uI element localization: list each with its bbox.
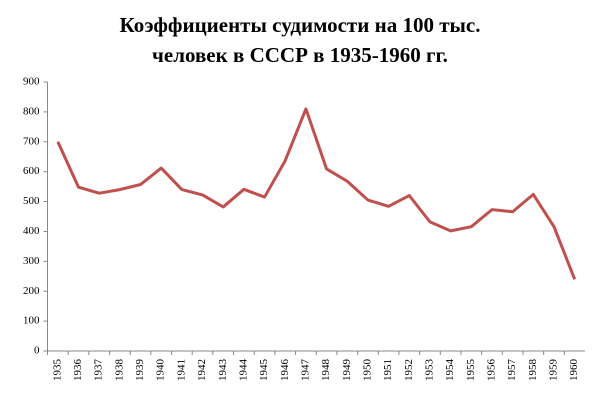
x-tick-label: 1955 <box>465 359 477 382</box>
x-tick-label: 1943 <box>217 359 229 382</box>
chart-title: Коэффициенты судимости на 100 тыс. <box>120 13 481 37</box>
x-tick-label: 1952 <box>403 359 415 381</box>
x-tick-label: 1935 <box>51 359 63 382</box>
y-tick-label: 0 <box>34 345 40 357</box>
x-tick-label: 1956 <box>486 359 498 382</box>
data-line <box>56 107 577 280</box>
x-tick-label: 1959 <box>548 359 560 382</box>
x-tick-label: 1949 <box>341 359 353 382</box>
y-tick-label: 500 <box>23 195 40 207</box>
x-tick-label: 1940 <box>155 359 167 382</box>
x-tick-label: 1942 <box>196 359 208 381</box>
y-tick-label: 100 <box>23 315 40 327</box>
x-tick-label: 1939 <box>134 359 146 382</box>
x-tick-label: 1953 <box>423 359 435 382</box>
y-tick-label: 600 <box>23 165 40 177</box>
y-tick-label: 200 <box>23 285 40 297</box>
x-tick-label: 1948 <box>320 359 332 382</box>
x-tick-label: 1941 <box>175 359 187 381</box>
x-tick-label: 1957 <box>506 359 518 382</box>
y-tick-label: 700 <box>23 135 40 147</box>
x-tick-label: 1958 <box>527 359 539 382</box>
x-tick-label: 1960 <box>568 359 580 382</box>
x-tick-label: 1946 <box>279 359 291 382</box>
x-tick-label: 1938 <box>113 359 125 382</box>
y-tick-label: 900 <box>23 76 40 88</box>
x-tick-label: 1944 <box>237 359 249 382</box>
x-tick-label: 1954 <box>444 359 456 382</box>
x-tick-label: 1951 <box>382 359 394 381</box>
chart-title: человек в СССР в 1935-1960 гг. <box>152 43 448 67</box>
y-tick-label: 300 <box>23 255 40 267</box>
x-tick-label: 1936 <box>72 359 84 382</box>
x-tick-label: 1945 <box>258 359 270 382</box>
x-tick-label: 1937 <box>93 359 105 382</box>
y-tick-label: 800 <box>23 105 40 117</box>
x-tick-label: 1950 <box>361 359 373 382</box>
y-tick-label: 400 <box>23 225 40 237</box>
x-tick-label: 1947 <box>299 359 311 382</box>
